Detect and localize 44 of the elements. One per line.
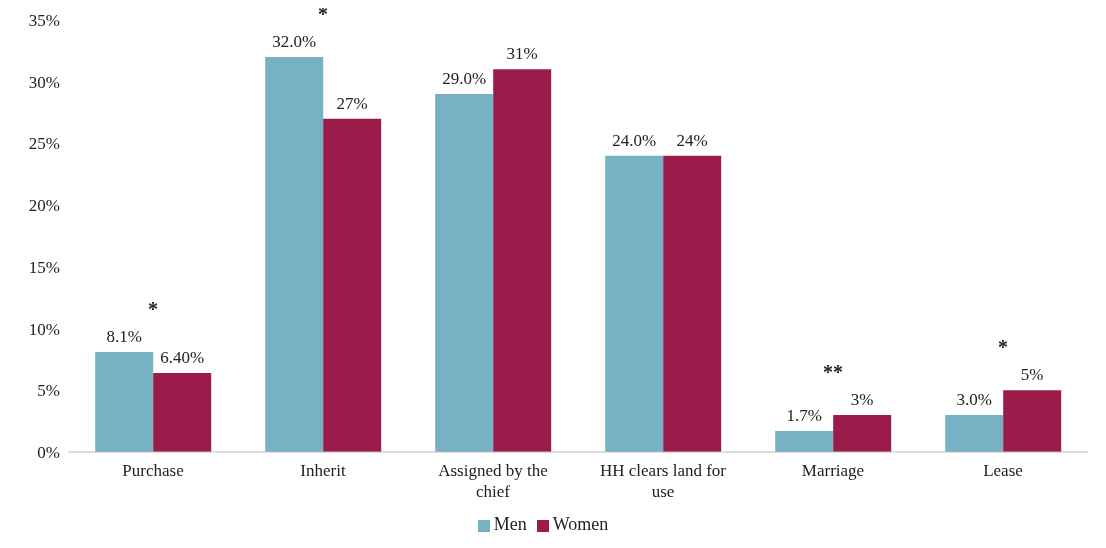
data-label: 24% xyxy=(676,130,708,150)
data-label: 27% xyxy=(336,93,368,113)
bar xyxy=(605,155,664,452)
legend-label: Men xyxy=(493,514,527,534)
bar xyxy=(153,373,212,452)
bar xyxy=(323,118,382,452)
bar xyxy=(265,57,324,452)
x-tick-label: Assigned by the chief xyxy=(438,461,548,501)
data-label: 5% xyxy=(1020,365,1044,385)
x-tick-label: Purchase xyxy=(122,461,184,480)
legend-label: Women xyxy=(552,514,609,534)
data-label: 3.0% xyxy=(956,389,992,409)
data-label: 3% xyxy=(850,389,874,409)
y-tick-label: 15% xyxy=(28,257,60,277)
annotation: * xyxy=(998,336,1008,359)
x-tick-label: Lease xyxy=(983,461,1023,480)
bar xyxy=(1003,390,1062,452)
data-label: 29.0% xyxy=(442,69,487,89)
y-tick-label: 30% xyxy=(28,72,60,92)
data-label: 1.7% xyxy=(786,406,822,426)
data-label: 24.0% xyxy=(612,130,657,150)
y-tick-label: 35% xyxy=(28,11,60,31)
bar xyxy=(435,94,494,452)
x-tick-label: Marriage xyxy=(801,461,865,480)
data-label: 6.40% xyxy=(160,348,205,368)
data-label: 8.1% xyxy=(106,327,142,347)
bar xyxy=(663,155,722,452)
y-tick-label: 25% xyxy=(28,134,60,154)
annotation: * xyxy=(318,3,328,26)
bar xyxy=(833,414,892,452)
bar xyxy=(775,431,834,452)
y-tick-label: 10% xyxy=(28,319,60,339)
data-label: 31% xyxy=(506,44,538,64)
annotation: * xyxy=(148,298,158,321)
y-tick-label: 0% xyxy=(37,443,60,463)
x-tick-label: HH clears land for use xyxy=(599,461,727,501)
annotation: ** xyxy=(823,360,843,383)
y-tick-label: 20% xyxy=(28,196,60,216)
y-tick-label: 5% xyxy=(37,381,60,401)
x-tick-label: Inherit xyxy=(300,461,346,480)
bar xyxy=(493,69,552,452)
data-label: 32.0% xyxy=(272,32,317,52)
bar xyxy=(945,414,1004,452)
bar xyxy=(95,352,154,452)
